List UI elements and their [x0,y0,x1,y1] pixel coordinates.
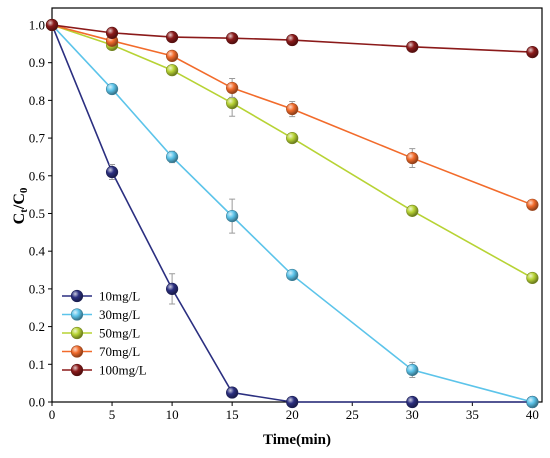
series-layer [45,18,539,409]
data-point-30mg-l [286,268,299,282]
y-tick-label: 0.8 [29,93,45,108]
data-point-100mg-l [165,30,179,44]
legend-item-100mg-l: 100mg/L [62,363,147,378]
data-point-10mg-l [406,395,419,409]
data-point-70mg-l [406,151,419,165]
ticks-layer: 0 5 10 15 20 25 30 35 40 0.0 0.1 0.2 0.3 0.4 0.5 0.6 0.7… [29,17,539,422]
x-tick-label: 10 [166,407,179,422]
y-tick-label: 1.0 [29,17,45,32]
data-point-100mg-l [406,40,419,53]
legend-marker-70mg-l [70,345,84,358]
x-tick-label: 15 [226,407,239,422]
y-tick-label: 0.1 [29,357,45,372]
y-axis-title-part: /C [11,193,28,210]
y-tick-label: 0.9 [29,55,45,70]
y-axis-title-part: C [11,213,28,225]
legend-item-10mg-l: 10mg/L [62,289,140,304]
legend-label-100mg-l: 100mg/L [99,363,147,378]
data-point-100mg-l [45,18,59,32]
data-point-10mg-l [105,165,119,179]
legend: 10mg/L 30mg/L 50mg/L 70mg/L 100mg/L [62,289,147,378]
data-point-70mg-l [226,81,239,95]
legend-item-70mg-l: 70mg/L [62,344,140,359]
data-point-100mg-l [526,46,539,59]
legend-marker-50mg-l [70,326,84,340]
y-tick-label: 0.5 [29,206,45,221]
data-point-50mg-l [226,96,239,110]
data-point-30mg-l [165,150,179,164]
legend-label-30mg-l: 30mg/L [99,307,140,322]
data-point-10mg-l [165,282,179,295]
legend-item-30mg-l: 30mg/L [62,307,140,322]
data-point-100mg-l [105,26,119,39]
data-point-30mg-l [406,363,419,377]
x-tick-label: 0 [49,407,56,422]
legend-marker-10mg-l [70,289,84,303]
y-axis-title: Ct/C0 [11,187,30,224]
y-axis-title-subscript: 0 [18,187,30,193]
x-tick-label: 20 [286,407,299,422]
data-point-30mg-l [526,395,539,409]
data-point-70mg-l [526,198,539,211]
data-point-10mg-l [226,386,239,399]
x-tick-label: 25 [346,407,359,422]
series-line-50mg-l [51,24,533,279]
data-point-50mg-l [286,131,299,145]
data-point-50mg-l [165,64,179,77]
legend-label-50mg-l: 50mg/L [99,326,140,341]
x-tick-label: 30 [406,407,419,422]
data-point-50mg-l [406,204,419,217]
y-tick-label: 0.4 [29,244,46,259]
plot-frame [51,7,543,403]
legend-marker-30mg-l [70,308,84,321]
data-point-70mg-l [165,49,179,62]
data-point-100mg-l [226,32,239,45]
legend-marker-100mg-l [70,363,84,377]
x-axis-title: Time(min) [263,432,331,448]
y-tick-label: 0.6 [29,168,46,183]
y-tick-label: 0.7 [29,131,46,146]
data-point-70mg-l [286,102,299,116]
y-tick-label: 0.0 [29,395,45,410]
x-tick-label: 5 [109,407,116,422]
data-point-30mg-l [226,210,239,223]
y-tick-label: 0.3 [29,281,45,296]
legend-item-50mg-l: 50mg/L [62,326,140,341]
series-50mg-l [45,18,539,285]
y-tick-label: 0.2 [29,319,45,334]
data-point-100mg-l [286,33,299,47]
x-tick-label: 40 [526,407,539,422]
y-axis-title-subscript: t [18,209,30,213]
plot-frame-layer [51,7,543,403]
legend-label-10mg-l: 10mg/L [99,289,140,304]
legend-label-70mg-l: 70mg/L [99,344,140,359]
x-tick-label: 35 [466,407,479,422]
series-100mg-l [45,18,539,59]
data-point-30mg-l [105,82,119,96]
data-point-50mg-l [526,271,539,285]
data-point-10mg-l [286,395,299,409]
